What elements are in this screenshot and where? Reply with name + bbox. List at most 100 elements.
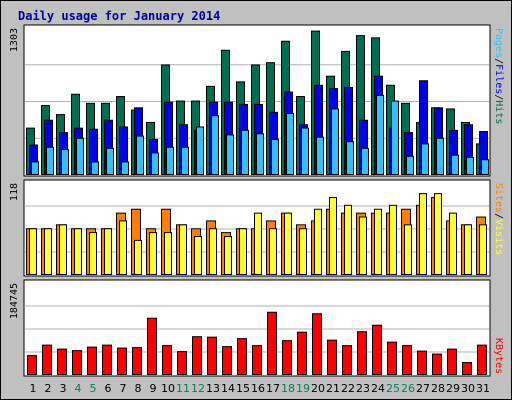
pages-bar-day-16 xyxy=(256,133,264,176)
visits-bar-day-10 xyxy=(164,232,172,275)
kbytes-bar-day-25 xyxy=(387,341,397,376)
visits-bar-day-18 xyxy=(284,212,292,276)
legend-files: Files xyxy=(493,64,504,94)
pages-bar-day-6 xyxy=(106,147,114,176)
day-label-25: 25 xyxy=(386,382,400,395)
visits-bar-day-15 xyxy=(239,228,247,275)
kbytes-bar-day-26 xyxy=(402,345,412,375)
pages-bar-day-22 xyxy=(346,141,354,176)
legend-separator: / xyxy=(493,213,504,219)
kbytes-bar-day-22 xyxy=(342,345,352,375)
pages-bar-day-18 xyxy=(286,112,294,175)
pages-bar-day-10 xyxy=(166,146,174,175)
day-label-30: 30 xyxy=(461,382,475,395)
kbytes-bar-day-27 xyxy=(417,350,427,375)
day-label-9: 9 xyxy=(150,382,157,395)
day-label-28: 28 xyxy=(431,382,445,395)
visits-bar-day-26 xyxy=(404,224,412,276)
visits-bar-day-9 xyxy=(149,232,157,275)
visits-bar-day-16 xyxy=(254,212,262,276)
day-label-16: 16 xyxy=(251,382,265,395)
day-label-4: 4 xyxy=(75,382,82,395)
visits-bar-day-31 xyxy=(479,224,487,276)
kbytes-bar-day-12 xyxy=(192,336,202,375)
visits-bar-day-13 xyxy=(209,228,217,275)
legend-pages: Pages xyxy=(493,28,504,58)
pages-bar-day-25 xyxy=(391,100,399,175)
day-label-10: 10 xyxy=(161,382,175,395)
day-axis-labels: 1 2 3 4 5 6 7 8 9 10 11 12 13 14 15 16 17 18 19 20 21 22 23 24 2… xyxy=(30,382,491,395)
day-label-13: 13 xyxy=(206,382,220,395)
day-label-17: 17 xyxy=(266,382,280,395)
pages-bar-day-7 xyxy=(121,161,129,175)
visits-bar-day-21 xyxy=(329,197,337,276)
legend-visits: Visits xyxy=(493,219,504,255)
visits-bar-day-24 xyxy=(374,208,382,276)
visits-bar-day-20 xyxy=(314,208,322,276)
pages-bar-day-5 xyxy=(91,161,99,175)
day-label-20: 20 xyxy=(311,382,325,395)
top-legend: Pages/Files/Hits xyxy=(493,28,504,124)
day-label-24: 24 xyxy=(371,382,385,395)
axis-max-labels: 1303 118 184745 xyxy=(9,28,20,319)
kbytes-bar-day-14 xyxy=(222,346,232,375)
kbytes-bar-day-2 xyxy=(42,344,52,375)
day-label-15: 15 xyxy=(236,382,250,395)
kbytes-bar-day-20 xyxy=(312,313,322,376)
pages-bar-day-26 xyxy=(406,155,414,175)
visits-bar-day-8 xyxy=(134,239,142,275)
pages-bar-day-11 xyxy=(181,146,189,175)
top-axis-max-label: 1303 xyxy=(9,28,20,52)
day-label-29: 29 xyxy=(446,382,460,395)
kbytes-bar-day-9 xyxy=(147,317,157,375)
kbytes-bar-day-28 xyxy=(432,353,442,375)
visits-bar-day-3 xyxy=(59,224,67,276)
pages-bar-day-9 xyxy=(151,152,159,176)
day-label-1: 1 xyxy=(30,382,37,395)
kbytes-bar-day-18 xyxy=(282,340,292,376)
pages-bar-day-31 xyxy=(481,159,489,175)
pages-bar-day-3 xyxy=(61,149,69,175)
bottom-legend: KBytes xyxy=(493,338,504,374)
day-label-8: 8 xyxy=(135,382,142,395)
day-label-3: 3 xyxy=(60,382,67,395)
day-label-23: 23 xyxy=(356,382,370,395)
legend-sites: Sites xyxy=(493,183,504,213)
pages-bar-day-21 xyxy=(331,108,339,175)
visits-bar-day-17 xyxy=(269,228,277,275)
visits-bar-day-30 xyxy=(464,224,472,276)
visits-bar-day-23 xyxy=(359,216,367,275)
visits-bar-day-12 xyxy=(194,236,202,276)
day-label-12: 12 xyxy=(191,382,205,395)
pages-bar-day-30 xyxy=(466,156,474,175)
day-label-7: 7 xyxy=(120,382,127,395)
plot-layer xyxy=(25,30,489,376)
visits-bar-day-2 xyxy=(44,228,52,275)
chart-title: Daily usage for January 2014 xyxy=(18,9,220,23)
middle-axis-max-label: 118 xyxy=(9,183,20,201)
kbytes-bar-day-21 xyxy=(327,339,337,375)
legend-hits: Hits xyxy=(493,100,504,124)
visits-bar-day-19 xyxy=(299,228,307,275)
pages-bar-day-12 xyxy=(196,126,204,175)
visits-bar-day-7 xyxy=(119,220,127,275)
kbytes-bar-day-13 xyxy=(207,336,217,375)
middle-panel-bars xyxy=(25,193,489,276)
day-label-21: 21 xyxy=(326,382,340,395)
kbytes-bar-day-31 xyxy=(477,344,487,375)
visits-bar-day-4 xyxy=(74,228,82,275)
kbytes-bar-day-4 xyxy=(72,350,82,375)
visits-bar-day-14 xyxy=(224,236,232,276)
kbytes-bar-day-6 xyxy=(102,344,112,375)
day-label-22: 22 xyxy=(341,382,355,395)
day-label-27: 27 xyxy=(416,382,430,395)
pages-bar-day-1 xyxy=(31,161,39,175)
day-label-26: 26 xyxy=(401,382,415,395)
visits-bar-day-27 xyxy=(419,193,427,275)
pages-bar-day-14 xyxy=(226,134,234,175)
legend-separator: / xyxy=(493,58,504,64)
kbytes-bar-day-24 xyxy=(372,324,382,375)
kbytes-bar-day-16 xyxy=(252,345,262,375)
